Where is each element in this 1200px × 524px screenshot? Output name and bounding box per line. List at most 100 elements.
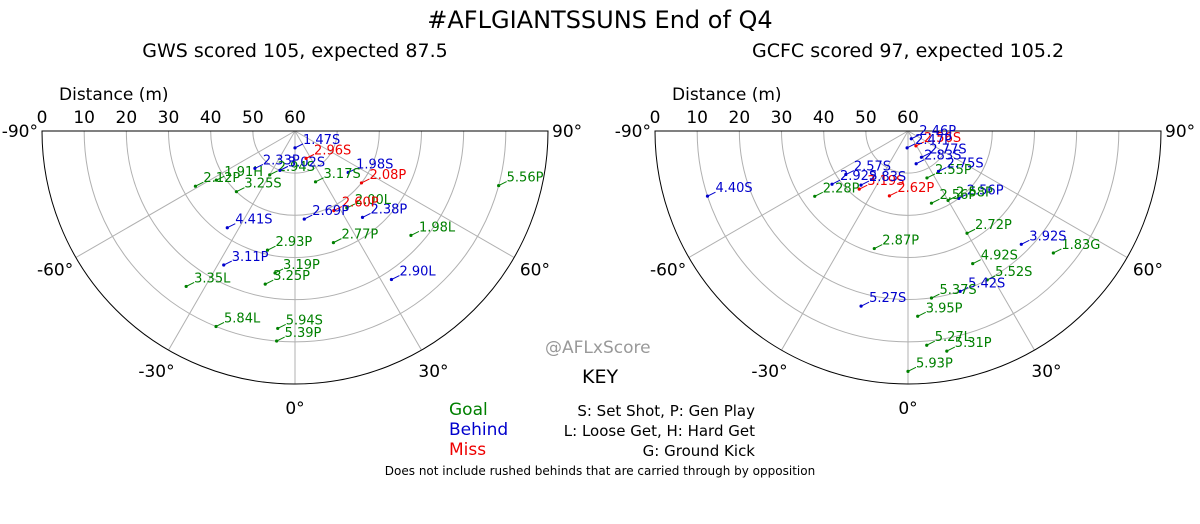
shot-point	[263, 282, 267, 286]
chart-title-gws: GWS scored 105, expected 87.5	[142, 40, 448, 62]
shot-point	[389, 277, 394, 282]
shot-label: 5.84L	[224, 311, 261, 326]
shot-label: 1.83G	[1061, 238, 1100, 253]
shot-label: 2.12P	[203, 171, 240, 186]
shot-label: 1.91H	[224, 165, 263, 180]
radial-tick-label: 60	[897, 108, 919, 128]
key-title: KEY	[582, 366, 619, 388]
shot-point	[919, 155, 924, 159]
shot-label: 2.83S	[869, 170, 906, 185]
shot-label: 3.25P	[273, 269, 310, 284]
shot-point	[929, 201, 934, 205]
shot-point	[965, 231, 969, 235]
radial-tick-label: 10	[686, 108, 708, 128]
grid-spoke	[907, 130, 1128, 258]
shot-point	[971, 262, 975, 266]
angle-tick-label: 60°	[520, 261, 550, 281]
shot-label: 2.69P	[312, 204, 349, 219]
polar-chart-gcfc: 60 50 40 30 20 10 0 Distance (m) -90° -60° -30° 0° 3…	[615, 85, 1195, 419]
shot-label: 3.35L	[194, 271, 231, 286]
radial-axis-label: Distance (m)	[59, 85, 169, 105]
shot-point	[916, 314, 920, 318]
shot-point	[345, 206, 349, 210]
shot-point	[276, 326, 280, 331]
shot-label: 2.72P	[975, 218, 1012, 233]
legend-goal: Goal	[449, 400, 488, 420]
angle-tick-label: -90°	[2, 122, 38, 142]
radial-tick-label: 40	[813, 108, 835, 128]
shot-point	[909, 137, 913, 141]
radial-tick-label: 30	[158, 108, 180, 128]
shot-point	[1051, 251, 1055, 255]
shot-point	[705, 194, 710, 198]
shot-label: 2.56P	[967, 183, 1004, 198]
radial-tick-label: 20	[729, 108, 751, 128]
shot-point	[936, 169, 941, 174]
figure-title: #AFLGIANTSSUNS End of Q4	[427, 6, 773, 34]
angle-tick-label: 90°	[1165, 122, 1195, 142]
shot-label: 2.08P	[369, 168, 406, 183]
shot-label: 4.92S	[981, 249, 1018, 264]
shot-label: 3.17S	[324, 167, 361, 182]
shot-label: 3.95P	[926, 301, 963, 316]
shot-label: 1.47S	[303, 133, 340, 148]
shot-point	[302, 217, 306, 221]
shot-point	[857, 187, 861, 191]
angle-tick-label: 60°	[1133, 261, 1163, 281]
shot-label: 3.11P	[232, 250, 269, 265]
shot-point	[360, 215, 365, 219]
shot-label: 5.42S	[968, 276, 1005, 291]
shot-point	[278, 168, 282, 172]
legend-miss: Miss	[449, 440, 487, 460]
polar-frame	[41, 130, 549, 385]
shot-point	[830, 182, 834, 186]
angle-tick-label: 0°	[285, 399, 304, 419]
shot-point	[929, 296, 934, 300]
radial-tick-label: 20	[116, 108, 138, 128]
shot-label: 5.52S	[995, 265, 1032, 280]
shot-point	[859, 183, 863, 187]
shot-point	[359, 181, 364, 185]
footnote: Does not include rushed behinds that are…	[384, 464, 816, 478]
shot-point	[273, 271, 277, 275]
radial-tick-label: 30	[771, 108, 793, 128]
shot-point	[265, 248, 270, 252]
shot-label: 3.19S	[867, 174, 904, 189]
angle-tick-label: -60°	[650, 261, 686, 281]
shot-label: 2.58P	[956, 185, 993, 200]
grid-spoke	[294, 130, 515, 258]
shot-point	[946, 198, 950, 202]
shot-point	[214, 178, 218, 182]
shot-label: 2.94S	[278, 160, 315, 175]
shot-point	[409, 233, 413, 237]
shot-point	[234, 190, 239, 194]
shot-label: 5.27L	[935, 330, 972, 345]
shot-label: 2.77P	[341, 228, 378, 243]
shot-point	[906, 369, 910, 373]
key-code-possession: L: Loose Get, H: Hard Get	[563, 422, 755, 440]
shot-point	[859, 304, 863, 308]
shot-point	[813, 194, 817, 198]
shot-point	[346, 170, 350, 175]
grid-spoke	[907, 130, 1035, 351]
radial-axis-label: Distance (m)	[672, 85, 782, 105]
shot-point	[253, 166, 257, 170]
shot-point	[925, 176, 929, 180]
polar-frame	[654, 130, 1162, 385]
shot-label: 2.75S	[946, 156, 983, 171]
angle-tick-label: -30°	[138, 362, 174, 382]
angle-tick-label: -90°	[615, 122, 651, 142]
shot-point	[184, 284, 188, 289]
radial-tick-label: 40	[200, 108, 222, 128]
shot-point	[872, 246, 876, 251]
radial-tick-label: 60	[284, 108, 306, 128]
shot-point	[332, 208, 336, 213]
shot-label: 3.25S	[244, 177, 281, 192]
angle-tick-label: 90°	[552, 122, 582, 142]
shot-label: 5.56P	[507, 171, 544, 186]
shot-label: 2.96S	[314, 143, 351, 158]
polar-chart-gws: 60 50 40 30 20 10 0 Distance (m) -90° -60° -30° 0° 3…	[2, 85, 582, 419]
radial-tick-label: 0	[650, 108, 661, 128]
shot-point	[268, 173, 272, 177]
